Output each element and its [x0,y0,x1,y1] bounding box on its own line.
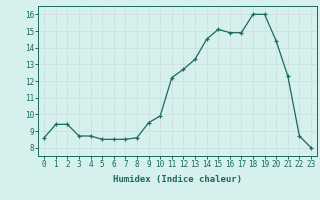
X-axis label: Humidex (Indice chaleur): Humidex (Indice chaleur) [113,175,242,184]
